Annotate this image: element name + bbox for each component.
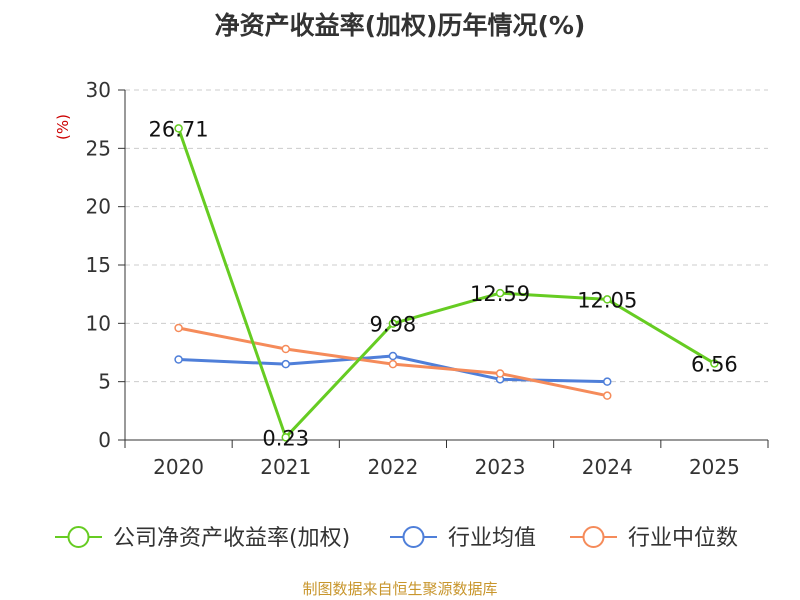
data-point-2	[388, 359, 398, 369]
data-point-0	[281, 433, 290, 442]
data-point-2	[174, 323, 183, 333]
data-point-1	[388, 351, 398, 361]
y-tick-label: 15	[86, 253, 111, 277]
data-point-0	[495, 288, 505, 298]
y-tick-label: 30	[86, 78, 111, 102]
data-label: 0.23	[262, 426, 309, 450]
x-tick-label: 2025	[689, 455, 740, 479]
data-label: 12.59	[470, 282, 530, 306]
x-tick-label: 2024	[582, 455, 633, 479]
data-label: 26.71	[149, 117, 209, 141]
data-label: 9.98	[370, 313, 417, 337]
data-point-2	[495, 369, 505, 378]
chart-title: 净资产收益率(加权)历年情况(%)	[214, 11, 586, 40]
x-tick-label: 2022	[367, 455, 418, 479]
data-point-0	[174, 124, 183, 133]
data-point-0	[388, 319, 398, 328]
data-point-0	[710, 359, 719, 368]
y-axis-label: (%)	[54, 114, 72, 140]
legend-label: 行业中位数	[628, 526, 738, 551]
y-tick-label: 25	[86, 136, 111, 160]
data-point-1	[281, 359, 290, 369]
source-note: 制图数据来自恒生聚源数据库	[302, 580, 498, 598]
x-tick-label: 2023	[475, 455, 526, 479]
data-label: 12.05	[577, 288, 637, 312]
y-tick-label: 0	[98, 428, 111, 452]
data-point-2	[281, 344, 290, 354]
legend-swatch-marker	[582, 526, 605, 548]
legend-label: 公司净资产收益率(加权)	[113, 526, 350, 551]
data-point-0	[603, 295, 612, 304]
legend-label: 行业均值	[448, 526, 536, 551]
legend-swatch-marker	[67, 526, 90, 548]
data-point-1	[174, 355, 183, 364]
y-tick-label: 20	[86, 195, 111, 219]
legend-swatch-marker	[402, 526, 425, 548]
series-line-0	[177, 126, 716, 439]
y-tick-label: 10	[86, 311, 111, 335]
data-point-1	[603, 377, 612, 386]
x-tick-label: 2021	[260, 455, 311, 479]
y-tick-label: 5	[98, 370, 111, 394]
data-point-2	[603, 391, 612, 400]
data-label: 6.56	[691, 352, 738, 376]
x-tick-label: 2020	[153, 455, 204, 479]
